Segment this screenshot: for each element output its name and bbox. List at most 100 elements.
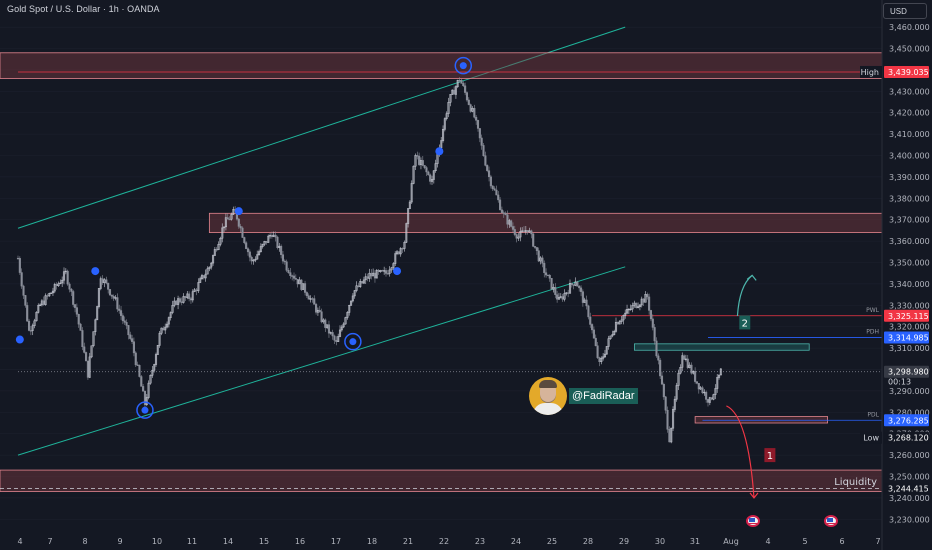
candle-body (147, 382, 150, 398)
time-tick-label: 24 (511, 537, 521, 546)
candle-body (533, 246, 537, 248)
candle-body (478, 128, 481, 139)
candle-body (441, 128, 445, 141)
level-price-badge (884, 431, 929, 444)
candle-body (375, 270, 378, 279)
time-tick-label: 21 (403, 537, 413, 546)
price-tick-label: 3,370.000 (889, 216, 930, 225)
candle-body (94, 319, 97, 332)
candle-body (33, 320, 36, 326)
candle-body (208, 266, 211, 270)
candle-body (134, 352, 137, 366)
candle-body (475, 116, 478, 121)
candle-body (624, 312, 627, 316)
candle-body (230, 214, 233, 220)
candle-body (223, 226, 226, 229)
candle-body (616, 321, 619, 325)
candle-body (456, 79, 459, 87)
candle-body (541, 257, 544, 264)
zones-layer (0, 52, 883, 492)
candle-body (252, 259, 255, 262)
candle-body (714, 388, 717, 395)
candle-body (449, 94, 452, 103)
candle-body (703, 391, 706, 394)
candle-body (281, 254, 285, 262)
level-tag: Low (863, 434, 879, 443)
candle-body (692, 371, 695, 374)
time-tick-label: 23 (475, 537, 485, 546)
candle-body (427, 171, 430, 176)
candle-body (386, 273, 389, 275)
candle-body (191, 291, 194, 301)
candle-body (594, 337, 597, 347)
symbol-title[interactable]: Gold Spot / U.S. Dollar · 1h · OANDA (7, 4, 160, 14)
candle-body (29, 330, 32, 332)
candle-body (576, 281, 579, 287)
candle-body (57, 283, 60, 286)
candle-body (92, 331, 95, 346)
candle-body (517, 236, 520, 239)
candle-body (440, 140, 443, 149)
candle-body (570, 283, 573, 285)
candle-body (458, 79, 461, 82)
scenario-label: 1 (767, 451, 773, 462)
candle-body (717, 374, 721, 378)
candle-body (550, 278, 553, 290)
level-price-badge (884, 365, 929, 378)
candle-body (445, 113, 448, 119)
us-flag-event-icon[interactable] (746, 515, 760, 527)
level-tag: PDL (867, 411, 879, 418)
candle-body (77, 313, 80, 325)
swing-circle-dot (459, 62, 467, 70)
candle-body (153, 364, 156, 371)
candle-body (493, 188, 496, 191)
candle-body (75, 307, 78, 315)
candle-body (186, 293, 189, 298)
candle-body (454, 86, 457, 95)
candle-body (618, 321, 621, 325)
candle-body (359, 281, 362, 288)
level-tag-bg (860, 431, 882, 444)
candle-body (425, 167, 428, 173)
candle-body (217, 244, 220, 250)
candle-body (436, 153, 439, 164)
price-tick-label: 3,420.000 (889, 109, 930, 118)
candle-body (521, 230, 524, 232)
candle-body (289, 272, 292, 276)
time-axis[interactable]: 4 7 8 9 10 11 14 15 16 17 18 21 22 23 24 25 28 29 30 31 Aug 4… (17, 537, 880, 546)
candle-body (451, 89, 454, 95)
candle-body (232, 209, 235, 215)
liquidity-label: Liquidity (834, 477, 877, 488)
candle-body (55, 284, 58, 286)
currency-button[interactable]: USD (883, 3, 927, 19)
candle-body (419, 160, 423, 165)
candle-body (388, 269, 391, 274)
level-labels: 3,439.035 High 3,325.115 PWL 3,314.985 PDH 3,2… (860, 65, 929, 495)
candle-body (370, 272, 373, 277)
candle-body (651, 318, 654, 328)
level-price-text: 3,325.115 (888, 312, 929, 321)
candle-body (611, 334, 614, 337)
candle-body (407, 208, 410, 224)
candle-body (64, 270, 67, 273)
price-tick-label: 3,340.000 (889, 280, 930, 289)
level-price-text: 3,314.985 (888, 333, 929, 342)
candle-body (189, 298, 193, 301)
candle-body (572, 284, 575, 286)
us-flag-event-icon[interactable] (824, 515, 838, 527)
price-tick-label: 3,310.000 (889, 344, 930, 353)
candle-body (613, 331, 616, 335)
price-tick-label: 3,450.000 (889, 45, 930, 54)
candle-body (136, 364, 139, 366)
countdown-text: 00:13 (888, 378, 911, 387)
candle-body (302, 283, 305, 290)
candle-body (123, 320, 126, 323)
candle-body (361, 281, 364, 284)
candle-body (596, 345, 599, 358)
candle-body (96, 306, 99, 321)
candle-body (305, 292, 308, 296)
candle-body (246, 248, 250, 253)
candle-body (257, 251, 261, 255)
price-tick-label: 3,290.000 (889, 387, 930, 396)
